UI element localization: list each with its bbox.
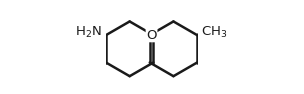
Text: H$_2$N: H$_2$N	[75, 25, 102, 40]
Text: O: O	[146, 29, 157, 42]
Text: CH$_3$: CH$_3$	[202, 25, 228, 40]
